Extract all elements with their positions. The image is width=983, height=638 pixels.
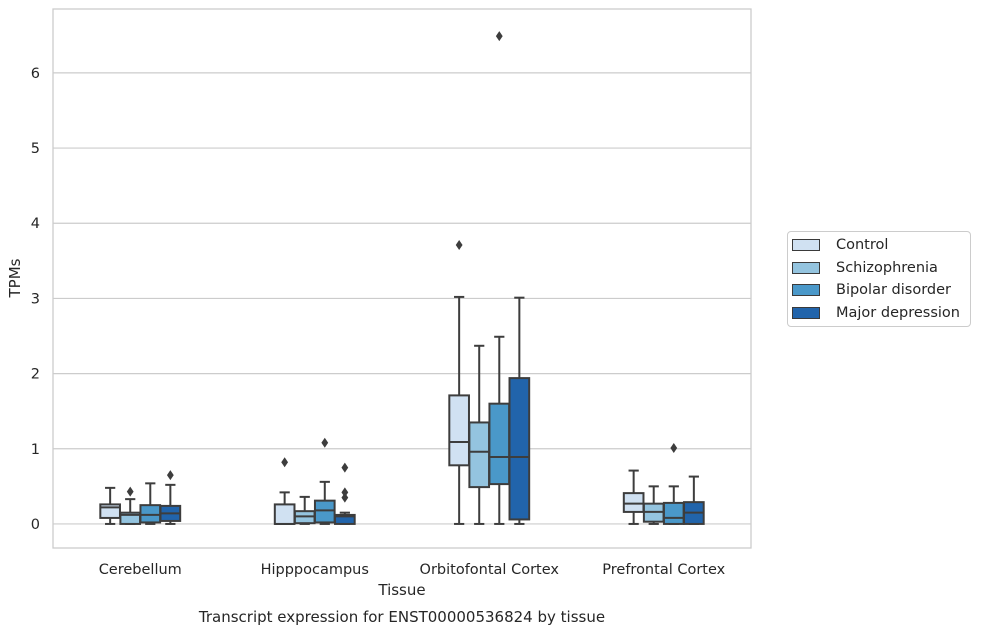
boxes — [99, 31, 705, 525]
outlier-point-1 — [341, 487, 349, 498]
box-iqr — [139, 504, 162, 524]
legend-swatch-control — [792, 239, 820, 251]
outlier-point-0 — [321, 437, 329, 448]
x-tick-label-2: Orbitofontal Cortex — [420, 562, 560, 578]
y-tick-label-5: 5 — [31, 141, 40, 157]
box-iqr — [313, 499, 336, 524]
box-2-1 — [313, 437, 336, 525]
legend-item-schizophrenia: Schizophrenia — [792, 257, 938, 279]
y-tick-label-4: 4 — [31, 216, 40, 232]
legend-label-major-depression: Major depression — [836, 305, 960, 321]
outlier-point-0 — [495, 31, 503, 42]
box-3-3 — [683, 475, 705, 525]
box-0-3 — [622, 469, 645, 525]
x-tick-label-3: Prefrontal Cortex — [602, 562, 725, 578]
y-tick-label-1: 1 — [31, 442, 40, 458]
legend: Control Schizophrenia Bipolar disorder M… — [787, 231, 971, 327]
box-1-1 — [293, 495, 316, 525]
outlier-point-0 — [341, 492, 349, 503]
box-1-3 — [642, 485, 665, 525]
box-iqr — [334, 513, 356, 525]
legend-label-schizophrenia: Schizophrenia — [836, 260, 938, 276]
box-0-1 — [273, 457, 296, 525]
outlier-point-0 — [166, 470, 174, 481]
x-axis-label: Tissue — [377, 581, 425, 599]
x-tick-label-1: Hipppocampus — [261, 562, 369, 578]
legend-item-major-depression: Major depression — [792, 302, 960, 324]
gridlines — [53, 72, 751, 525]
x-tick-label-0: Cerebellum — [99, 562, 182, 578]
outlier-point-2 — [341, 462, 349, 473]
x-tick-labels: Cerebellum Hipppocampus Orbitofontal Corte… — [99, 562, 726, 578]
legend-item-control: Control — [792, 234, 888, 256]
outlier-point-0 — [281, 457, 289, 468]
box-1-0 — [119, 486, 142, 525]
legend-swatch-major-depression — [792, 307, 820, 319]
box-iqr — [488, 402, 511, 486]
outlier-point-0 — [126, 486, 134, 497]
box-3-2 — [508, 296, 531, 525]
box-iqr — [468, 421, 491, 489]
box-iqr — [273, 503, 296, 525]
box-0-2 — [448, 240, 470, 525]
y-tick-label-2: 2 — [31, 367, 40, 383]
legend-swatch-bipolar-disorder — [792, 284, 820, 296]
box-0-0 — [99, 486, 121, 525]
box-iqr — [662, 501, 685, 525]
box-3-1 — [334, 462, 356, 525]
box-3-0 — [159, 470, 182, 525]
box-1-2 — [468, 344, 491, 525]
y-tick-label-6: 6 — [31, 66, 40, 82]
y-tick-label-0: 0 — [31, 517, 40, 533]
chart-title: Transcript expression for ENST0000053682… — [198, 608, 605, 626]
y-tick-label-3: 3 — [31, 291, 40, 307]
y-axis-label: TPMs — [6, 258, 24, 298]
plot-area-frame — [52, 8, 752, 549]
legend-item-bipolar-disorder: Bipolar disorder — [792, 279, 951, 301]
y-tick-labels: 0 1 2 3 4 5 6 — [31, 66, 40, 533]
box-2-2 — [488, 31, 511, 525]
box-iqr — [448, 394, 470, 467]
outlier-point-0 — [670, 443, 678, 454]
legend-label-control: Control — [836, 237, 889, 253]
legend-swatch-schizophrenia — [792, 262, 820, 274]
box-2-0 — [139, 482, 162, 525]
box-iqr — [622, 492, 645, 513]
legend-label-bipolar-disorder: Bipolar disorder — [836, 282, 951, 298]
box-iqr — [508, 377, 531, 521]
box-2-3 — [662, 443, 685, 525]
outlier-point-0 — [455, 240, 463, 251]
